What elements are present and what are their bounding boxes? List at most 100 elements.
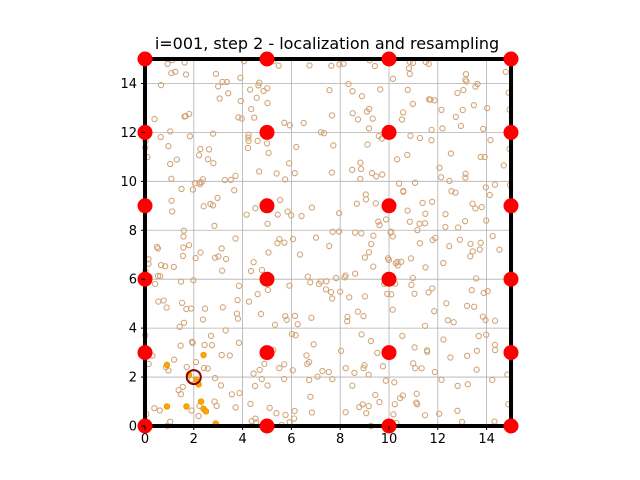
particle [215,253,222,260]
particle [351,229,359,236]
particle [214,83,222,90]
particle [382,216,390,223]
particle [157,261,165,269]
particle [468,286,475,294]
particle [176,323,183,331]
particle [364,141,371,148]
particle [175,387,182,394]
particle [491,341,499,348]
particle [281,375,288,383]
y-axis-ticks: 0 2 4 6 8 10 12 14 [120,77,145,435]
particle [406,70,413,78]
particle [326,87,333,94]
particle [232,172,239,180]
particle [208,342,216,349]
particle [464,381,471,388]
landmark [503,51,519,67]
particle [436,410,443,417]
particle [458,418,466,426]
particle [374,349,381,357]
particle [304,273,311,280]
particle [205,146,213,153]
particle [423,347,431,354]
particle [482,184,490,191]
particle [237,97,244,105]
particle [264,99,271,107]
particle [290,415,298,422]
particle [422,210,429,217]
particle [274,239,281,247]
particle [457,122,465,130]
particle [409,100,417,108]
particle [160,297,167,304]
particle [444,317,452,324]
particle [199,316,207,323]
particle [250,370,257,377]
particle [320,130,328,137]
particle [218,267,226,274]
particle [286,160,293,167]
particle [500,162,507,169]
particle [405,65,413,72]
particle [246,86,254,93]
particle [454,224,462,231]
particle [349,88,356,95]
particle [412,365,419,372]
particle [190,277,197,284]
particle [428,137,435,144]
particle [219,78,226,86]
particle [294,321,301,328]
particle [409,59,417,67]
landmark [259,51,275,67]
particle [247,267,255,275]
particle [151,404,158,412]
particle [462,170,469,177]
particle [349,382,356,389]
particle [411,290,418,297]
particle [484,105,491,112]
landmark [137,345,153,361]
particle [252,205,259,212]
particle [225,90,232,97]
particle [231,187,238,194]
particle [209,130,217,137]
particle [164,60,171,68]
particle [181,113,188,120]
particle [282,176,289,183]
particle [342,364,349,372]
particle [416,240,423,247]
particle [454,407,461,414]
particle [178,299,186,306]
landmark [137,198,153,214]
particle [425,289,432,296]
particle [177,278,185,285]
particle [173,156,180,163]
particle [447,354,454,361]
particle [399,109,407,116]
particle [491,346,499,354]
particle [266,404,273,412]
particle [472,205,479,212]
particle [360,313,367,320]
particle [345,80,352,88]
x-tick-label: 10 [381,432,398,447]
particle [264,85,271,92]
particle [274,211,281,218]
particle [273,170,280,177]
particle [414,401,421,408]
particle [192,254,199,262]
particle [213,402,220,410]
particle [264,286,272,294]
particle [406,218,414,225]
particle [365,105,373,113]
particle [479,313,487,320]
particle [431,368,439,376]
particle [340,60,347,67]
particle [481,153,488,161]
particle [346,294,353,301]
particle [303,352,310,359]
particle [438,174,445,181]
particle [473,366,480,373]
particle [238,115,245,122]
